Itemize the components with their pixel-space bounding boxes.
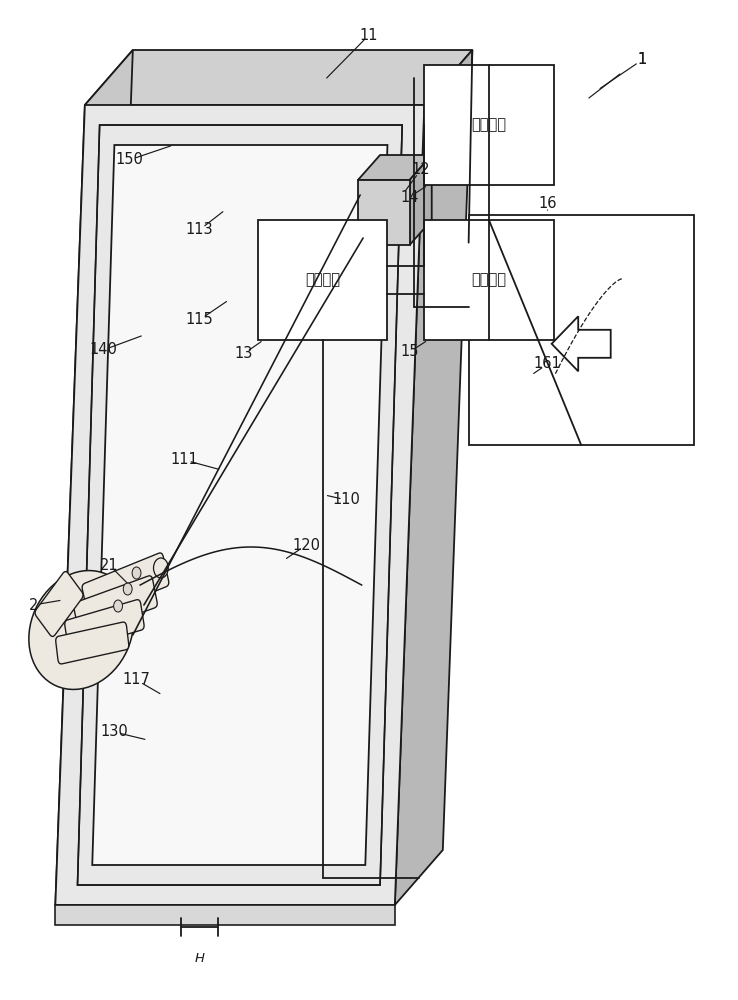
Bar (258, 220, 387, 340)
Circle shape (154, 558, 168, 578)
Polygon shape (55, 105, 424, 905)
Text: 11: 11 (359, 27, 379, 42)
Text: 21: 21 (100, 558, 119, 572)
Text: 161: 161 (534, 357, 562, 371)
Text: 117: 117 (123, 672, 151, 688)
Polygon shape (358, 155, 432, 180)
Text: 115: 115 (185, 312, 213, 328)
FancyBboxPatch shape (74, 576, 157, 634)
Text: 15: 15 (400, 344, 419, 360)
Text: 储存单元: 储存单元 (472, 117, 506, 132)
Text: 113: 113 (185, 223, 213, 237)
Text: 140: 140 (89, 342, 117, 358)
Text: 1: 1 (638, 52, 646, 68)
FancyBboxPatch shape (65, 600, 144, 650)
Text: 111: 111 (170, 452, 199, 468)
Text: 12: 12 (411, 162, 430, 178)
Circle shape (114, 600, 123, 612)
Polygon shape (77, 125, 402, 885)
FancyBboxPatch shape (82, 553, 169, 617)
Polygon shape (358, 180, 410, 245)
FancyBboxPatch shape (35, 572, 83, 636)
Bar (424, 220, 554, 340)
Polygon shape (395, 50, 472, 905)
Text: 16: 16 (538, 196, 557, 211)
Polygon shape (55, 50, 133, 905)
Text: 110: 110 (333, 492, 361, 508)
Text: 处理单元: 处理单元 (306, 272, 340, 288)
Ellipse shape (29, 571, 134, 689)
Bar (469, 215, 694, 445)
Text: 2: 2 (29, 597, 38, 612)
Text: 13: 13 (235, 347, 252, 361)
Polygon shape (410, 155, 432, 245)
Polygon shape (92, 145, 387, 865)
FancyBboxPatch shape (56, 622, 128, 664)
Text: 14: 14 (400, 190, 419, 205)
Text: 130: 130 (100, 724, 128, 740)
Text: 120: 120 (292, 538, 320, 552)
Bar (424, 65, 554, 185)
Polygon shape (55, 905, 395, 925)
Text: 传输单元: 传输单元 (472, 272, 506, 288)
Circle shape (123, 583, 132, 595)
Text: H: H (194, 952, 204, 965)
Text: 150: 150 (115, 152, 143, 167)
Text: 1: 1 (638, 52, 646, 68)
Circle shape (132, 567, 141, 579)
Polygon shape (85, 50, 472, 105)
